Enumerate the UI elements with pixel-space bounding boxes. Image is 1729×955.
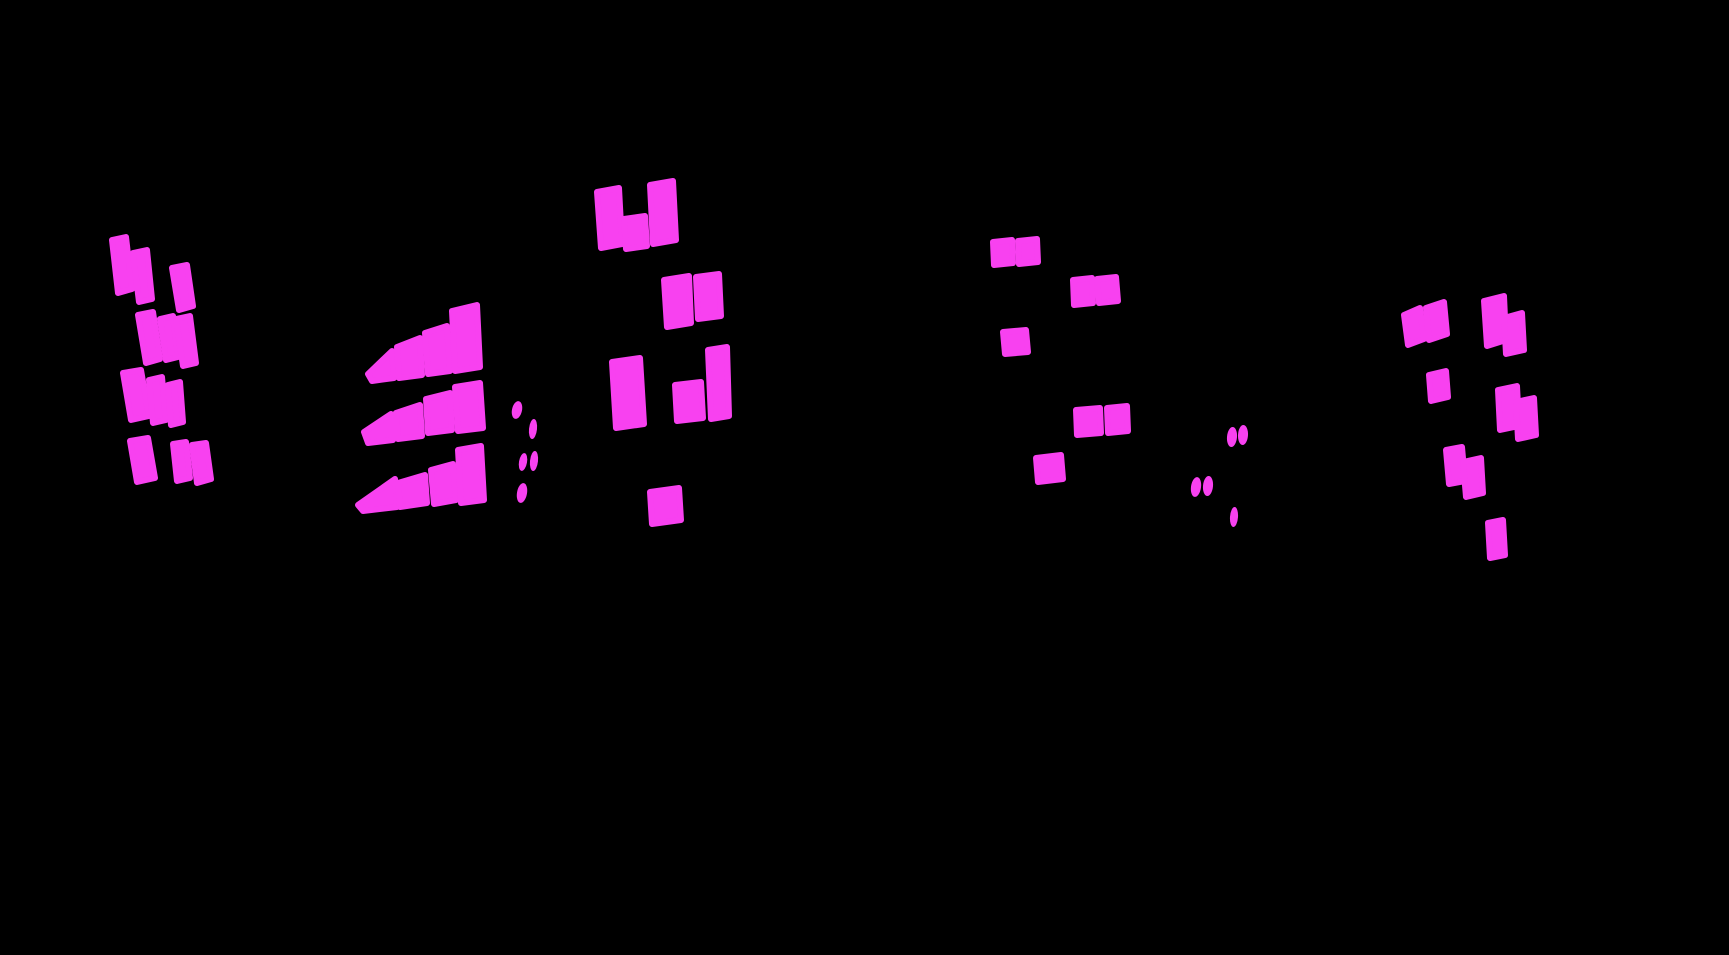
mask-region-building-b-r2-c2 [393, 402, 425, 442]
mask-region-building-b-r2-c1 [361, 411, 396, 446]
mask-region-building-c-r1-c [647, 178, 679, 247]
mask-region-building-f-3 [1426, 368, 1451, 404]
mask-region-squares-d-4a [1073, 405, 1104, 438]
mask-region-squares-d-3 [1000, 327, 1031, 357]
mask-region-squares-d-4b [1104, 403, 1131, 436]
mask-region-building-a-r4-c1 [127, 435, 158, 485]
mask-region-building-c-r3-a [609, 355, 647, 431]
mask-region-building-f-1b [1423, 299, 1450, 343]
mask-region-building-a-r2-c3 [173, 313, 199, 369]
mask-region-squares-d-2b [1094, 274, 1121, 306]
mask-region-building-f-1a [1401, 305, 1427, 348]
mask-region-squares-d-1b [1015, 236, 1041, 267]
mask-region-building-b-r1-c2 [394, 335, 425, 381]
mask-region-pills-e-1a [1226, 427, 1238, 447]
mask-region-building-b-r2-c3 [423, 390, 455, 436]
mask-region-building-f-4b [1513, 395, 1539, 442]
mask-region-building-c-r3-c [705, 344, 732, 422]
mask-region-building-a-r1-c2 [130, 247, 155, 305]
mask-region-pills-b-3 [518, 453, 528, 471]
mask-region-building-b-r1-c4 [449, 302, 483, 374]
mask-region-pills-b-5 [516, 483, 528, 503]
mask-region-building-b-r1-c1 [365, 348, 397, 384]
mask-region-squares-d-5 [1033, 452, 1066, 485]
mask-region-pills-e-2a [1190, 477, 1202, 497]
mask-region-building-a-r3-c1 [120, 367, 152, 423]
mask-region-squares-d-1a [990, 237, 1016, 268]
mask-region-building-a-r3-c2 [146, 374, 169, 426]
mask-region-building-b-r3-c2 [395, 472, 430, 510]
mask-region-building-a-r2-c2 [157, 313, 181, 363]
mask-region-building-c-r3-b [672, 379, 706, 424]
mask-region-building-b-r3-c1 [355, 476, 400, 514]
mask-region-building-b-r3-c4 [455, 443, 487, 506]
mask-region-building-a-r1-c1 [109, 234, 135, 296]
mask-region-building-c-r1-a [594, 185, 625, 251]
mask-region-building-a-r3-c3 [165, 379, 186, 428]
mask-region-building-a-r1-c3 [169, 262, 196, 313]
mask-region-building-b-r2-c4 [452, 380, 486, 434]
mask-region-building-f-2b [1501, 310, 1527, 357]
mask-region-building-c-r4-a [647, 485, 684, 527]
mask-region-pills-b-4 [529, 451, 539, 471]
mask-region-pills-e-2b [1202, 476, 1214, 496]
mask-region-pills-b-1 [511, 401, 523, 419]
mask-region-building-c-r2-b [693, 271, 724, 322]
mask-region-building-a-r4-c2 [170, 439, 193, 484]
mask-region-pills-e-1b [1237, 425, 1249, 445]
mask-region-building-b-r1-c3 [422, 323, 453, 377]
mask-region-building-f-6 [1485, 517, 1508, 561]
mask-region-building-f-5b [1460, 455, 1486, 500]
mask-region-building-b-r3-c3 [428, 461, 459, 507]
mask-region-squares-d-2a [1070, 275, 1096, 308]
mask-region-building-a-r2-c1 [135, 309, 163, 366]
mask-region-building-a-r4-c3 [189, 440, 214, 486]
mask-region-pills-e-3 [1229, 507, 1239, 527]
mask-region-pills-b-2 [528, 419, 538, 439]
mask-region-building-c-r1-b [621, 213, 650, 252]
mask-region-building-c-r2-a [661, 273, 694, 330]
